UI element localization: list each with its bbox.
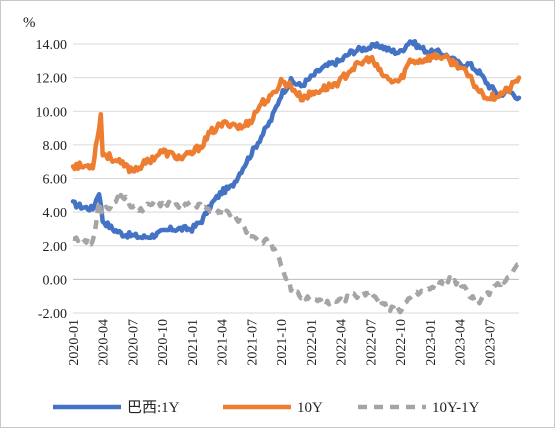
- x-tick-label: 2021-07: [245, 319, 260, 366]
- series-lines: [70, 38, 522, 315]
- y-tick-label: 2.00: [43, 240, 68, 255]
- x-tick-label: 2020-07: [126, 319, 141, 366]
- y-tick-label: 4.00: [43, 206, 68, 221]
- legend-label: 巴西:1Y: [127, 400, 180, 416]
- x-tick-label: 2023-07: [483, 319, 498, 366]
- series-line: [72, 192, 520, 315]
- x-tick-label: 2021-10: [275, 319, 290, 366]
- legend-label: 10Y: [297, 400, 323, 416]
- y-axis-tick-labels: 14.00 12.00 10.00 8.00 6.00 4.00 2.00 0.00 -2.00: [36, 38, 68, 322]
- x-tick-label: 2020-10: [156, 319, 171, 366]
- legend: 巴西:1Y 10Y 10Y-1Y: [53, 400, 480, 416]
- x-tick-label: 2020-04: [97, 319, 112, 366]
- gridlines: [73, 43, 519, 314]
- y-tick-label: 14.00: [36, 38, 68, 53]
- y-axis-unit-label: %: [23, 15, 36, 31]
- x-tick-label: 2023-01: [424, 319, 439, 366]
- series-line: [70, 51, 522, 175]
- x-tick-label: 2022-04: [335, 319, 350, 366]
- y-tick-label: 0.00: [43, 273, 68, 288]
- x-tick-label: 2021-04: [216, 319, 231, 366]
- x-tick-label: 2022-01: [305, 319, 320, 366]
- x-tick-label: 2022-10: [394, 319, 409, 366]
- x-tick-label: 2022-07: [364, 319, 379, 366]
- y-tick-label: 10.00: [36, 105, 68, 120]
- y-tick-label: 8.00: [43, 139, 68, 154]
- legend-label: 10Y-1Y: [432, 400, 480, 416]
- x-tick-label: 2020-01: [67, 319, 82, 366]
- y-tick-label: 12.00: [36, 72, 68, 87]
- x-tick-label: 2023-04: [454, 319, 469, 366]
- y-tick-label: -2.00: [38, 307, 67, 322]
- x-axis-tick-labels: 2020-01 2020-04 2020-07 2020-10 2021-01 2021-…: [67, 319, 498, 366]
- x-tick-label: 2021-01: [186, 319, 201, 366]
- y-tick-label: 6.00: [43, 173, 68, 188]
